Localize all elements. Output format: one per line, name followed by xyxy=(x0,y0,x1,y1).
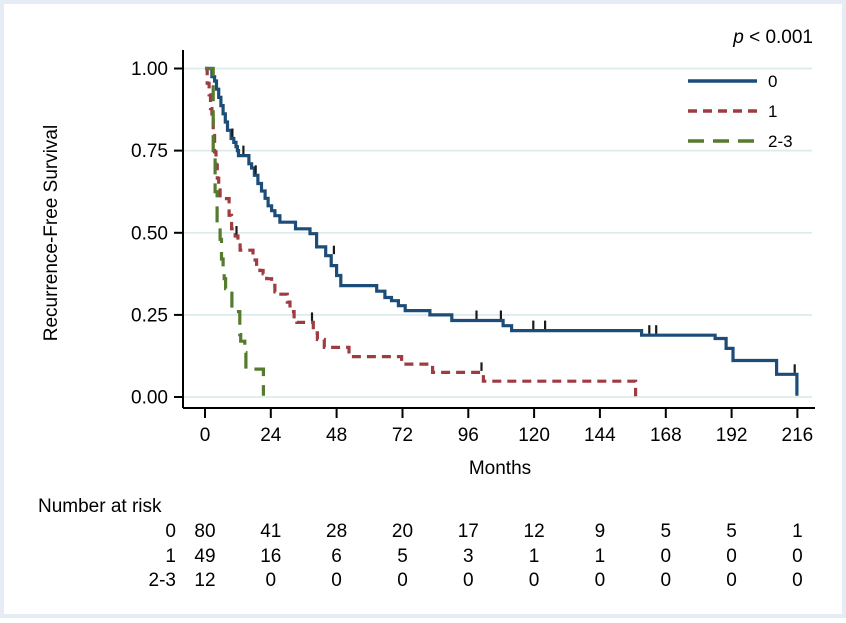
y-tick-label: 0.25 xyxy=(131,305,168,326)
risk-count: 0 xyxy=(792,570,803,591)
risk-row-label: 0 xyxy=(165,521,176,542)
x-tick-label: 192 xyxy=(716,425,748,446)
y-tick-label: 0.75 xyxy=(131,141,168,162)
risk-count: 16 xyxy=(260,546,281,567)
legend-label: 0 xyxy=(768,72,777,91)
risk-count: 12 xyxy=(194,570,215,591)
risk-count: 3 xyxy=(463,546,474,567)
km-curve-2-3 xyxy=(205,66,265,396)
y-tick-label: 0.50 xyxy=(131,223,168,244)
risk-count: 12 xyxy=(524,521,545,542)
risk-count: 5 xyxy=(661,521,672,542)
risk-count: 0 xyxy=(397,570,408,591)
risk-count: 17 xyxy=(458,521,479,542)
p-value-annotation: p < 0.001 xyxy=(732,27,813,48)
y-tick-label: 0.00 xyxy=(131,388,168,409)
risk-count: 80 xyxy=(194,521,215,542)
x-tick-label: 0 xyxy=(200,425,211,446)
gridlines xyxy=(184,67,812,398)
risk-count: 0 xyxy=(331,570,342,591)
risk-count: 0 xyxy=(266,570,277,591)
axis-tick-labels: 0.00 0.25 0.50 0.75 1.00 0 24 48 72 96 120 144 168 19… xyxy=(131,59,813,446)
number-at-risk-title: Number at risk xyxy=(38,496,162,517)
x-tick-label: 120 xyxy=(518,425,550,446)
p-symbol: p xyxy=(732,27,744,48)
risk-table-rows: 0 80 41 28 20 17 12 9 5 5 1 1 49 16 6 5 3 1 1 0 0 0 2-3 12 0 0 0 0 0… xyxy=(149,521,803,591)
x-tick-label: 144 xyxy=(584,425,616,446)
legend-item-0: 0 xyxy=(688,72,777,91)
y-axis-title: Recurrence-Free Survival xyxy=(41,125,62,341)
risk-count: 1 xyxy=(792,521,803,542)
legend-item-1: 1 xyxy=(688,102,777,121)
y-tick-label: 1.00 xyxy=(131,59,168,80)
risk-count: 28 xyxy=(326,521,347,542)
legend: 0 1 2-3 xyxy=(688,72,793,151)
risk-count: 9 xyxy=(595,521,606,542)
x-tick-label: 24 xyxy=(260,425,282,446)
risk-count: 6 xyxy=(331,546,342,567)
legend-item-2: 2-3 xyxy=(688,132,793,151)
risk-count: 0 xyxy=(726,546,737,567)
x-tick-label: 216 xyxy=(782,425,814,446)
risk-count: 5 xyxy=(397,546,408,567)
legend-label: 1 xyxy=(768,102,777,121)
survival-curves xyxy=(205,66,799,397)
x-tick-label: 96 xyxy=(458,425,479,446)
risk-count: 0 xyxy=(792,546,803,567)
risk-count: 0 xyxy=(726,570,737,591)
axis-ticks xyxy=(174,67,799,418)
risk-count: 5 xyxy=(726,521,737,542)
risk-count: 0 xyxy=(529,570,540,591)
risk-count: 0 xyxy=(463,570,474,591)
risk-count: 20 xyxy=(392,521,413,542)
risk-count: 1 xyxy=(529,546,540,567)
x-tick-label: 48 xyxy=(326,425,347,446)
km-curve-0 xyxy=(205,66,799,396)
x-axis-title: Months xyxy=(469,458,531,479)
axes xyxy=(182,50,815,409)
legend-label: 2-3 xyxy=(768,132,793,151)
risk-count: 49 xyxy=(194,546,215,567)
risk-count: 0 xyxy=(595,570,606,591)
risk-count: 41 xyxy=(260,521,281,542)
x-tick-label: 168 xyxy=(650,425,682,446)
x-tick-label: 72 xyxy=(392,425,413,446)
risk-count: 0 xyxy=(661,546,672,567)
risk-row-label: 2-3 xyxy=(149,570,176,591)
risk-count: 0 xyxy=(661,570,672,591)
p-value-text: < 0.001 xyxy=(744,27,813,48)
risk-count: 1 xyxy=(595,546,606,567)
risk-row-label: 1 xyxy=(165,546,176,567)
